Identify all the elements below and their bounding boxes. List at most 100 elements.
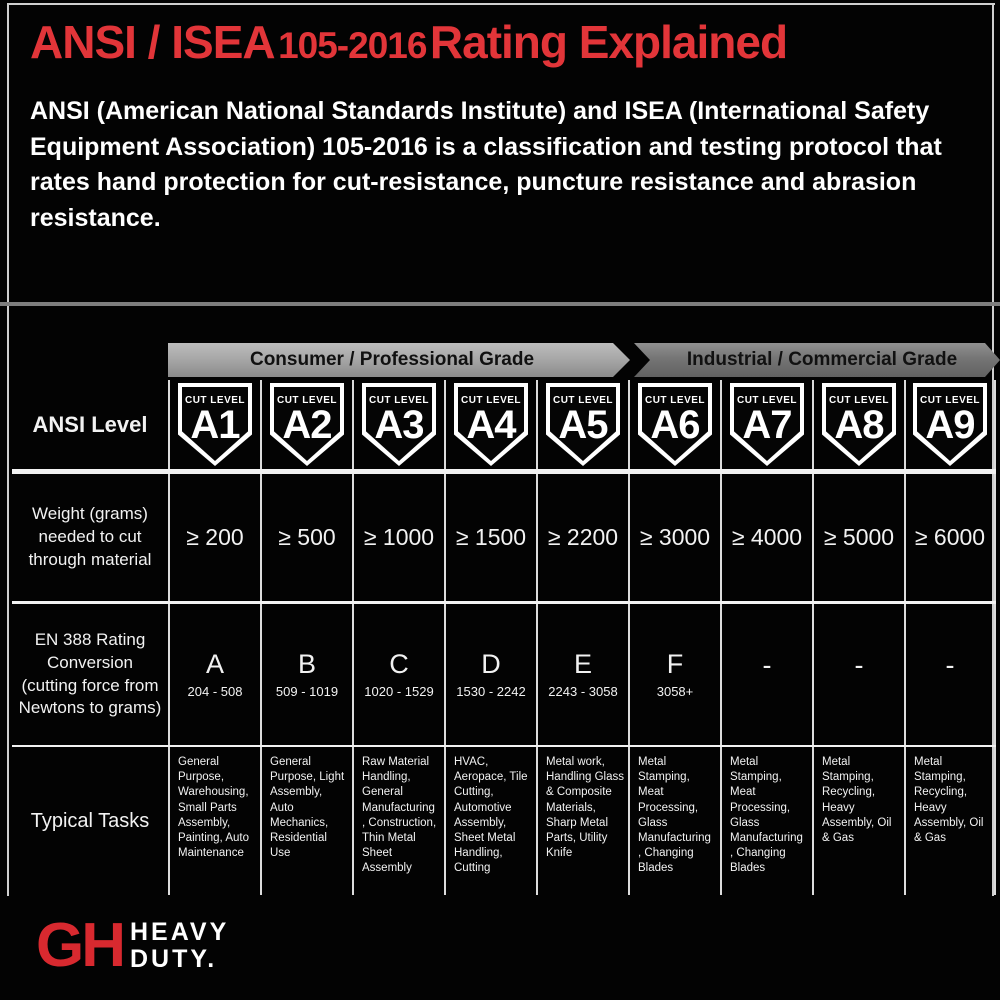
tasks-cell-a3: Raw Material Handling, General Manufactu… bbox=[352, 747, 444, 895]
badge-caption: CUT LEVEL bbox=[919, 395, 981, 406]
title-ansi-isea: ANSI / ISEA bbox=[30, 16, 276, 68]
weight-row-label: Weight (grams) needed to cut through mat… bbox=[28, 504, 152, 569]
en388-range: 1530 - 2242 bbox=[456, 683, 526, 699]
tasks-cell-a1: General Purpose, Warehousing, Small Part… bbox=[168, 747, 260, 895]
frame-left-line bbox=[7, 3, 9, 896]
badge-level: A6 bbox=[650, 403, 700, 447]
brand-line-heavy: HEAVY bbox=[130, 917, 230, 946]
en388-letter: F bbox=[666, 649, 684, 680]
badge-level: A8 bbox=[834, 403, 884, 447]
tasks-cell-a5: Metal work, Handling Glass & Composite M… bbox=[536, 747, 628, 895]
en388-cell-a5: E 2243 - 3058 bbox=[536, 604, 628, 745]
en388-cell-a6: F 3058+ bbox=[628, 604, 720, 745]
badge-cell-a1: CUT LEVEL A1 bbox=[168, 380, 260, 469]
brand-logo: GH HEAVY DUTY. bbox=[36, 911, 230, 980]
en388-letter: E bbox=[573, 649, 592, 680]
title-rating-explained: Rating Explained bbox=[429, 16, 788, 68]
typical-tasks-row: Typical Tasks General Purpose, Warehousi… bbox=[12, 747, 996, 895]
badge-level: A2 bbox=[282, 403, 332, 447]
en388-range: 1020 - 1529 bbox=[364, 683, 434, 699]
cut-level-shield-icon: CUT LEVEL A1 bbox=[178, 383, 252, 466]
en388-letter: - bbox=[945, 649, 955, 680]
cut-level-shield-icon: CUT LEVEL A7 bbox=[730, 383, 804, 466]
badge-cell-a3: CUT LEVEL A3 bbox=[352, 380, 444, 469]
frame-top-line bbox=[7, 3, 995, 5]
en388-cell-a8: - bbox=[812, 604, 904, 745]
badge-level: A3 bbox=[374, 403, 424, 447]
en388-letter: C bbox=[389, 649, 409, 680]
badge-level: A4 bbox=[466, 403, 516, 447]
cut-level-shield-icon: CUT LEVEL A4 bbox=[454, 383, 528, 466]
weight-cell-a4: ≥ 1500 bbox=[444, 474, 536, 601]
row-separator-thin bbox=[12, 745, 996, 747]
weight-cell-a8: ≥ 5000 bbox=[812, 474, 904, 601]
badge-caption: CUT LEVEL bbox=[552, 395, 614, 406]
badge-cell-a2: CUT LEVEL A2 bbox=[260, 380, 352, 469]
tasks-cell-a7: Metal Stamping, Meat Processing, Glass M… bbox=[720, 747, 812, 895]
row-separator-thick bbox=[12, 469, 996, 474]
en388-row-label: EN 388 Rating Conversion (cutting force … bbox=[18, 629, 162, 718]
en388-range: 3058+ bbox=[656, 683, 694, 699]
badge-cell-a9: CUT LEVEL A9 bbox=[904, 380, 996, 469]
cut-level-shield-icon: CUT LEVEL A2 bbox=[270, 383, 344, 466]
intro-section: ANSI / ISEA 105-2016 Rating Explained AN… bbox=[30, 18, 975, 236]
badge-cell-a6: CUT LEVEL A6 bbox=[628, 380, 720, 469]
cut-level-shield-icon: CUT LEVEL A5 bbox=[546, 383, 620, 466]
tasks-cell-a2: General Purpose, Light Assembly, Auto Me… bbox=[260, 747, 352, 895]
en388-cell-a1: A 204 - 508 bbox=[168, 604, 260, 745]
badge-cell-a4: CUT LEVEL A4 bbox=[444, 380, 536, 469]
en388-cell-a2: B 509 - 1019 bbox=[260, 604, 352, 745]
row-separator-mid bbox=[12, 601, 996, 604]
industrial-grade-label: Industrial / Commercial Grade bbox=[686, 349, 958, 370]
badge-level: A9 bbox=[925, 403, 975, 447]
tasks-cell-a8: Metal Stamping, Recycling, Heavy Assembl… bbox=[812, 747, 904, 895]
badge-caption: CUT LEVEL bbox=[644, 395, 706, 406]
cut-level-shield-icon: CUT LEVEL A6 bbox=[638, 383, 712, 466]
cut-level-shield-icon: CUT LEVEL A9 bbox=[913, 383, 987, 466]
tasks-cell-a6: Metal Stamping, Meat Processing, Glass M… bbox=[628, 747, 720, 895]
badge-cell-a5: CUT LEVEL A5 bbox=[536, 380, 628, 469]
weight-cell-a2: ≥ 500 bbox=[260, 474, 352, 601]
tasks-row-label: Typical Tasks bbox=[30, 809, 150, 832]
badge-caption: CUT LEVEL bbox=[736, 395, 798, 406]
en388-range: 509 - 1019 bbox=[275, 683, 339, 699]
cut-level-shield-icon: CUT LEVEL A8 bbox=[822, 383, 896, 466]
en388-letter: - bbox=[854, 649, 864, 680]
brand-line-duty: DUTY. bbox=[130, 944, 218, 973]
badge-level: A5 bbox=[558, 403, 608, 447]
en388-letter: A bbox=[205, 649, 224, 680]
ansi-level-row: ANSI Level CUT LEVEL A1 CUT LEVEL A2 CUT L… bbox=[12, 380, 996, 469]
weight-cell-a3: ≥ 1000 bbox=[352, 474, 444, 601]
en388-cell-a4: D 1530 - 2242 bbox=[444, 604, 536, 745]
section-divider-line bbox=[0, 302, 1000, 306]
badge-caption: CUT LEVEL bbox=[828, 395, 890, 406]
en388-cell-a3: C 1020 - 1529 bbox=[352, 604, 444, 745]
badge-caption: CUT LEVEL bbox=[276, 395, 338, 406]
en388-letter: B bbox=[297, 649, 316, 680]
tasks-cell-a4: HVAC, Aeropace, Tile Cutting, Automotive… bbox=[444, 747, 536, 895]
en388-letter: - bbox=[762, 649, 772, 680]
industrial-grade-banner: Industrial / Commercial Grade bbox=[634, 343, 1000, 377]
en388-row: EN 388 Rating Conversion (cutting force … bbox=[12, 604, 996, 745]
badge-caption: CUT LEVEL bbox=[184, 395, 246, 406]
badge-cell-a7: CUT LEVEL A7 bbox=[720, 380, 812, 469]
en388-cell-a9: - bbox=[904, 604, 996, 745]
brand-wordmark: HEAVY DUTY. bbox=[130, 917, 230, 973]
badge-cell-a8: CUT LEVEL A8 bbox=[812, 380, 904, 469]
frame-right-line bbox=[992, 3, 994, 896]
tasks-cell-a9: Metal Stamping, Recycling, Heavy Assembl… bbox=[904, 747, 996, 895]
en388-range: 2243 - 3058 bbox=[548, 683, 618, 699]
weight-cell-a1: ≥ 200 bbox=[168, 474, 260, 601]
cut-level-shield-icon: CUT LEVEL A3 bbox=[362, 383, 436, 466]
weight-cell-a6: ≥ 3000 bbox=[628, 474, 720, 601]
consumer-grade-label: Consumer / Professional Grade bbox=[249, 349, 535, 370]
en388-letter: D bbox=[481, 649, 501, 680]
weight-cell-a7: ≥ 4000 bbox=[720, 474, 812, 601]
badge-caption: CUT LEVEL bbox=[460, 395, 522, 406]
weight-cell-a9: ≥ 6000 bbox=[904, 474, 996, 601]
consumer-grade-banner: Consumer / Professional Grade bbox=[168, 343, 630, 377]
intro-description: ANSI (American National Standards Instit… bbox=[30, 97, 942, 232]
gh-logo-icon: GH bbox=[36, 911, 126, 980]
weight-row: Weight (grams) needed to cut through mat… bbox=[12, 474, 996, 601]
